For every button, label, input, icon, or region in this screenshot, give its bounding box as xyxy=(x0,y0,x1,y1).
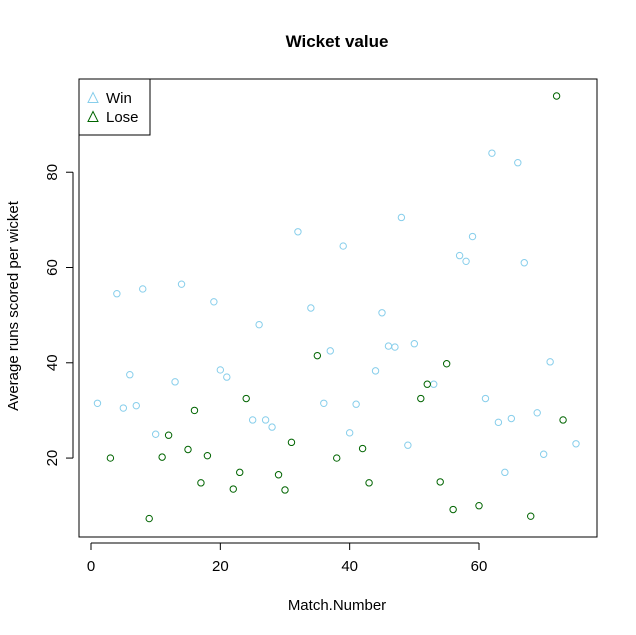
data-point-win xyxy=(151,430,160,438)
y-tick-label: 60 xyxy=(44,259,61,276)
y-tick-label: 80 xyxy=(44,164,61,181)
data-point-win xyxy=(455,251,464,260)
data-point-lose xyxy=(313,351,322,360)
data-point-win xyxy=(514,158,522,167)
x-axis: 0 20 40 60 xyxy=(87,542,488,575)
data-point-win xyxy=(119,404,128,412)
data-point-lose xyxy=(281,486,289,494)
series-win xyxy=(93,149,580,477)
data-point-lose xyxy=(475,502,483,510)
legend: Win Lose xyxy=(78,78,151,136)
data-point-lose xyxy=(190,406,199,415)
data-point-win xyxy=(93,399,102,407)
data-point-win xyxy=(210,298,218,306)
data-point-win xyxy=(481,394,490,403)
data-point-win xyxy=(177,280,186,288)
data-point-lose xyxy=(106,454,115,462)
data-point-lose xyxy=(365,479,373,487)
data-point-win xyxy=(113,290,121,298)
data-point-lose xyxy=(197,479,205,487)
data-point-win xyxy=(320,399,328,407)
data-point-win xyxy=(345,429,354,437)
data-point-lose xyxy=(559,416,567,424)
data-point-win xyxy=(216,366,225,374)
series-lose xyxy=(106,92,567,523)
data-point-lose xyxy=(158,453,166,461)
data-point-win xyxy=(572,440,580,448)
data-point-win xyxy=(307,304,315,312)
data-point-win xyxy=(378,309,386,317)
x-tick-label: 60 xyxy=(471,558,488,575)
x-tick-label: 0 xyxy=(87,558,95,575)
data-point-win xyxy=(261,416,270,424)
data-point-lose xyxy=(333,454,341,462)
legend-marker-win xyxy=(87,91,99,103)
legend-label-lose: Lose xyxy=(106,109,139,126)
data-points xyxy=(93,92,580,523)
data-point-win xyxy=(546,358,554,366)
data-point-win xyxy=(468,232,477,241)
data-point-lose xyxy=(229,485,237,493)
data-point-win xyxy=(520,259,528,267)
data-point-lose xyxy=(203,451,212,460)
legend-label-win: Win xyxy=(106,90,132,107)
data-point-lose xyxy=(527,512,535,520)
data-point-win xyxy=(294,228,302,236)
data-point-lose xyxy=(552,92,561,100)
data-point-win xyxy=(268,423,276,431)
y-axis: 20 40 60 80 xyxy=(44,164,74,467)
data-point-win xyxy=(494,418,503,427)
data-point-win xyxy=(139,285,147,293)
data-point-win xyxy=(171,378,179,386)
x-tick-label: 40 xyxy=(341,558,358,575)
data-point-win xyxy=(352,400,360,408)
data-point-lose xyxy=(184,445,192,454)
data-point-win xyxy=(248,416,257,424)
data-point-lose xyxy=(242,394,250,403)
data-point-win xyxy=(410,340,419,348)
plot-area-frame xyxy=(78,78,598,538)
data-point-win xyxy=(126,370,134,379)
data-point-lose xyxy=(449,505,457,514)
x-tick-label: 20 xyxy=(212,558,229,575)
data-point-win xyxy=(430,380,438,388)
data-point-win xyxy=(404,441,412,449)
chart-title: Wicket value xyxy=(286,32,389,51)
data-point-win xyxy=(501,468,509,477)
data-point-win xyxy=(539,450,548,458)
data-point-win xyxy=(397,213,406,222)
y-tick-label: 20 xyxy=(44,450,61,467)
data-point-win xyxy=(132,401,140,410)
y-tick-label: 40 xyxy=(44,354,61,371)
data-point-lose xyxy=(442,360,451,368)
data-point-win xyxy=(384,342,393,350)
data-point-lose xyxy=(274,471,283,479)
data-point-lose xyxy=(287,438,296,447)
data-point-lose xyxy=(417,394,425,403)
data-point-lose xyxy=(164,431,173,439)
data-point-lose xyxy=(145,514,153,523)
x-axis-label: Match.Number xyxy=(288,597,386,614)
data-point-lose xyxy=(236,468,244,477)
data-point-win xyxy=(255,320,263,329)
data-point-win xyxy=(326,347,334,355)
data-point-lose xyxy=(358,444,367,453)
legend-box xyxy=(78,78,151,136)
data-point-win xyxy=(462,257,470,266)
data-point-lose xyxy=(423,380,431,388)
data-point-win xyxy=(533,409,541,417)
data-point-win xyxy=(488,149,496,157)
data-point-win xyxy=(371,367,380,375)
y-axis-label: Average runs scored per wicket xyxy=(5,200,22,411)
legend-marker-lose xyxy=(87,110,99,122)
data-point-win xyxy=(339,242,347,250)
data-point-win xyxy=(223,373,231,381)
data-point-lose xyxy=(436,478,444,486)
data-point-win xyxy=(391,343,399,351)
data-point-win xyxy=(507,414,516,423)
